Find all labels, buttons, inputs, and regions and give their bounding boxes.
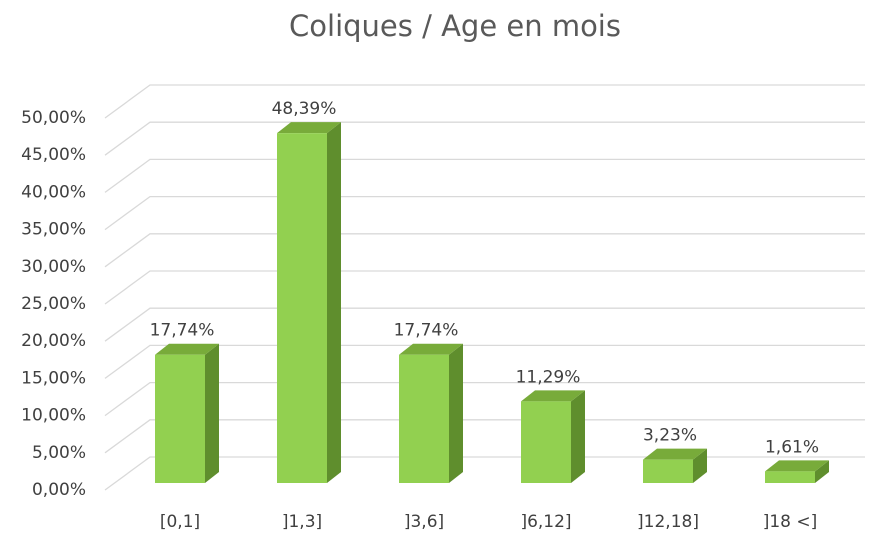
bar xyxy=(399,355,449,483)
x-tick-label: ]6,12] xyxy=(520,512,571,532)
value-label: 17,74% xyxy=(394,321,459,341)
y-tick-label: 25,00% xyxy=(21,294,86,314)
y-tick-label: 20,00% xyxy=(21,331,86,351)
bar-side xyxy=(571,390,585,483)
bar xyxy=(521,401,571,483)
value-label: 48,39% xyxy=(272,99,337,119)
y-tick-label: 10,00% xyxy=(21,406,86,426)
chart: Coliques / Age en mois 0,00% 5,00% 10,00% 1… xyxy=(0,0,871,537)
bar xyxy=(155,355,205,483)
value-label: 17,74% xyxy=(150,321,215,341)
bar xyxy=(765,471,815,483)
x-tick-label: ]1,3] xyxy=(282,512,322,532)
y-tick-label: 5,00% xyxy=(32,443,86,463)
y-tick-label: 35,00% xyxy=(21,220,86,240)
bar-side xyxy=(327,122,341,483)
bar-side xyxy=(449,344,463,483)
bar xyxy=(277,133,327,483)
x-tick-label: ]3,6] xyxy=(404,512,444,532)
y-tick-label: 15,00% xyxy=(21,368,86,388)
value-label: 11,29% xyxy=(516,367,581,387)
y-tick-label: 45,00% xyxy=(21,145,86,165)
y-tick-label: 40,00% xyxy=(21,182,86,202)
value-label: 3,23% xyxy=(643,426,697,446)
x-tick-label: [0,1] xyxy=(160,512,200,532)
y-tick-label: 30,00% xyxy=(21,257,86,277)
y-tick-label: 0,00% xyxy=(32,480,86,500)
y-tick-label: 50,00% xyxy=(21,108,86,128)
x-tick-label: ]18 <] xyxy=(763,512,818,532)
value-label: 1,61% xyxy=(765,437,819,457)
bar-side xyxy=(205,344,219,483)
bar xyxy=(643,460,693,483)
x-tick-label: ]12,18] xyxy=(637,512,699,532)
chart-title: Coliques / Age en mois xyxy=(289,9,621,43)
